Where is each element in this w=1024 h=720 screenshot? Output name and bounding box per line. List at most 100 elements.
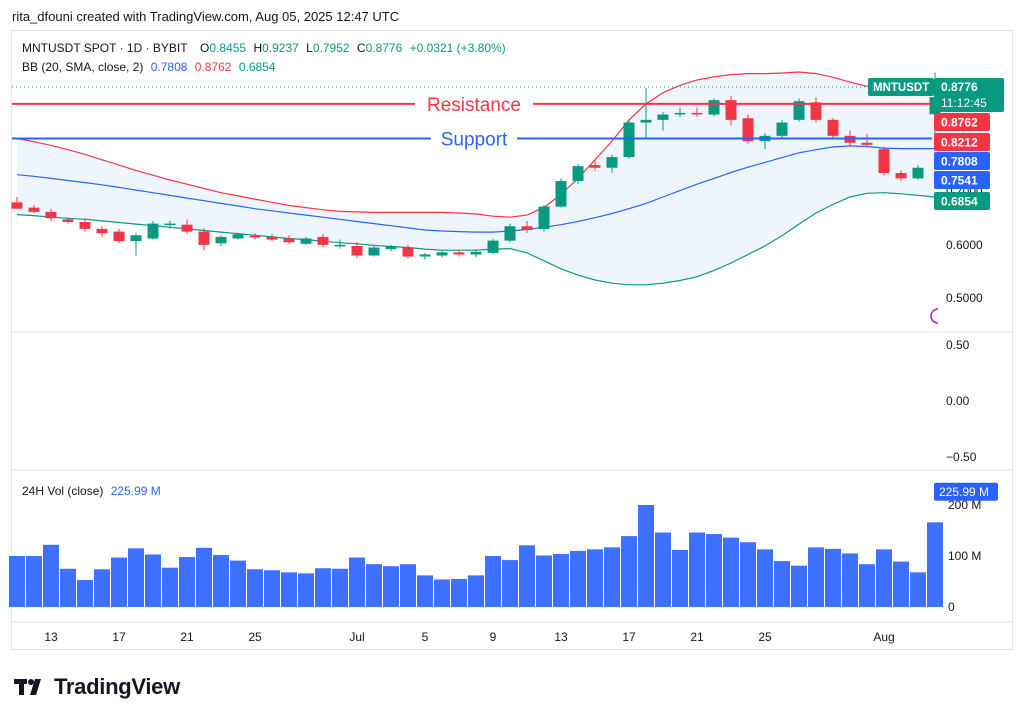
volume-bar bbox=[468, 575, 484, 607]
candle bbox=[113, 231, 125, 242]
time-axis-label: 9 bbox=[490, 630, 497, 644]
volume-bar bbox=[570, 550, 586, 607]
last-price-symbol-tag bbox=[868, 78, 934, 96]
candle bbox=[793, 101, 805, 120]
candle bbox=[215, 236, 227, 244]
volume-bar bbox=[706, 534, 722, 607]
time-axis-label: 5 bbox=[422, 630, 429, 644]
volume-tag: 225.99 M bbox=[939, 485, 989, 499]
candle bbox=[232, 234, 244, 239]
tradingview-logo[interactable]: TradingView bbox=[14, 674, 180, 700]
time-axis-label: 13 bbox=[44, 630, 58, 644]
volume-legend[interactable]: 24H Vol (close) 225.99 M bbox=[22, 484, 161, 498]
creator-attribution: rita_dfouni created with TradingView.com… bbox=[12, 9, 400, 24]
time-axis-label: 25 bbox=[248, 630, 262, 644]
time-axis-label: 21 bbox=[690, 630, 704, 644]
volume-tick-label: 100 M bbox=[948, 549, 981, 563]
candle bbox=[11, 202, 23, 209]
time-axis-label: 25 bbox=[758, 630, 772, 644]
candle bbox=[402, 247, 414, 257]
candle bbox=[249, 235, 261, 238]
candle bbox=[878, 149, 890, 174]
tradingview-logo-icon bbox=[14, 676, 48, 698]
bb-upper-line bbox=[16, 71, 936, 218]
volume-bar bbox=[417, 575, 433, 607]
volume-bar bbox=[553, 553, 569, 607]
low-value: 0.7952 bbox=[312, 41, 350, 55]
oscillator-tick-label: −0.50 bbox=[946, 450, 977, 464]
candle bbox=[589, 165, 601, 168]
candle bbox=[606, 157, 618, 168]
volume-bar bbox=[825, 548, 841, 607]
candle bbox=[45, 211, 57, 219]
volume-bar bbox=[26, 556, 42, 607]
open-label: O bbox=[200, 41, 210, 55]
candle bbox=[708, 100, 720, 115]
volume-bar bbox=[366, 564, 382, 607]
time-axis-label: 17 bbox=[622, 630, 636, 644]
candle bbox=[334, 244, 346, 247]
volume-bar bbox=[876, 549, 892, 607]
candle bbox=[572, 166, 584, 182]
time-axis-label: Jul bbox=[349, 630, 364, 644]
volume-tick-label: 200 M bbox=[948, 498, 981, 512]
volume-legend-label[interactable]: 24H Vol (close) bbox=[22, 484, 104, 498]
volume-legend-value: 225.99 M bbox=[110, 484, 161, 498]
volume-bar bbox=[77, 579, 93, 607]
candle bbox=[640, 119, 652, 123]
volume-tag-bg bbox=[934, 482, 998, 501]
volume-bar bbox=[893, 561, 909, 607]
oscillator-tick-label: 0.00 bbox=[946, 394, 970, 408]
candle bbox=[453, 252, 465, 255]
candle bbox=[895, 173, 907, 179]
candle bbox=[436, 252, 448, 256]
price-label: 0.6854 bbox=[941, 195, 978, 209]
volume-bar bbox=[128, 548, 144, 607]
volume-bar bbox=[315, 568, 331, 607]
volume-bar bbox=[604, 547, 620, 607]
price-tick-label: 0.5000 bbox=[946, 291, 983, 305]
price-label-bg bbox=[934, 152, 990, 170]
candle bbox=[266, 236, 278, 240]
candle bbox=[181, 224, 193, 232]
bb-lower-value: 0.6854 bbox=[238, 60, 276, 74]
high-label: H bbox=[253, 41, 263, 55]
volume-bar bbox=[383, 566, 399, 607]
volume-bar bbox=[451, 578, 467, 607]
volume-bar bbox=[111, 557, 127, 607]
candle bbox=[674, 112, 686, 115]
candle bbox=[691, 112, 703, 115]
price-label-bg bbox=[934, 113, 990, 131]
volume-bar bbox=[264, 570, 280, 607]
volume-bar bbox=[621, 536, 637, 607]
candle bbox=[470, 251, 482, 255]
candle bbox=[62, 219, 74, 223]
candle bbox=[79, 222, 91, 229]
last-price-tag bbox=[934, 78, 1004, 112]
countdown-timer: 11:12:45 bbox=[941, 96, 987, 110]
candle bbox=[198, 231, 210, 245]
volume-bar bbox=[145, 554, 161, 607]
bb-label[interactable]: BB (20, SMA, close, 2) bbox=[22, 60, 144, 74]
volume-bar bbox=[774, 561, 790, 607]
volume-bar bbox=[519, 545, 535, 607]
volume-bar bbox=[689, 532, 705, 607]
volume-bar bbox=[910, 572, 926, 607]
volume-bar bbox=[757, 549, 773, 607]
candle bbox=[317, 236, 329, 245]
candle bbox=[96, 228, 108, 234]
volume-bar bbox=[298, 573, 314, 607]
volume-bar bbox=[213, 554, 229, 607]
bollinger-legend[interactable]: BB (20, SMA, close, 2) 0.7808 0.8762 0.6… bbox=[22, 60, 276, 74]
candle bbox=[504, 226, 516, 241]
candle bbox=[130, 235, 142, 242]
candle bbox=[657, 114, 669, 120]
symbol-title[interactable]: MNTUSDT SPOT · 1D · BYBIT bbox=[22, 41, 188, 55]
volume-bar bbox=[162, 567, 178, 607]
time-axis-label: 17 bbox=[112, 630, 126, 644]
candle bbox=[861, 142, 873, 145]
oscillator-tick-label: 0.50 bbox=[946, 338, 970, 352]
resistance-label-bg bbox=[415, 91, 533, 116]
symbol-legend[interactable]: MNTUSDT SPOT · 1D · BYBIT O0.8455 H0.923… bbox=[22, 41, 506, 55]
